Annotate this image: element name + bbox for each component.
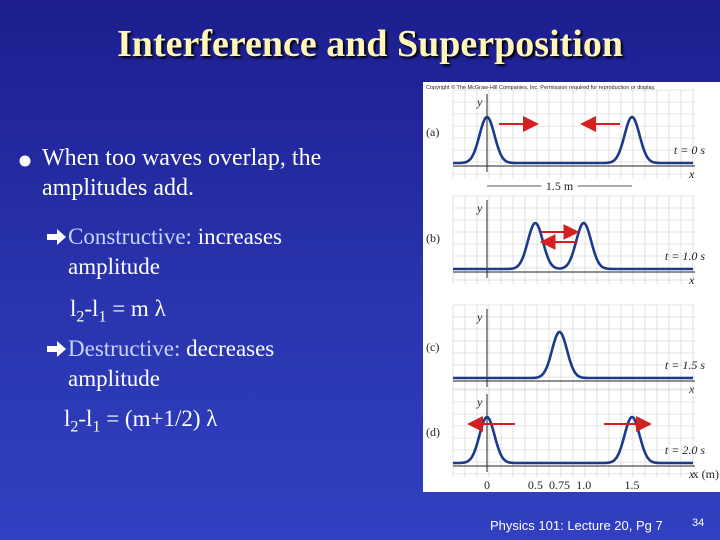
footer: Physics 101: Lecture 20, Pg 7 (490, 518, 663, 533)
arrow-bullet (47, 229, 66, 245)
time-label: t = 2.0 s (665, 443, 705, 457)
x-label: x (688, 382, 695, 396)
y-label: y (476, 95, 483, 109)
tick-label: 0.75 (549, 478, 570, 492)
panel-label: (d) (426, 425, 440, 439)
x-label: x (688, 273, 695, 287)
bullet-text: When too waves overlap, the amplitudes a… (42, 145, 322, 201)
time-label: t = 1.5 s (665, 358, 705, 372)
f: 1 (98, 308, 107, 326)
panel-label: (a) (426, 125, 439, 139)
formula: l2-l1 = (m+1/2) λ (64, 404, 217, 443)
distance: 1.5 m (546, 179, 574, 193)
figure: Copyright © The McGraw-Hill Companies, I… (423, 82, 720, 492)
f: l (64, 406, 71, 431)
panel-label: (b) (426, 231, 440, 245)
f: l (70, 296, 77, 321)
tick-label: 1.0 (576, 478, 591, 492)
pulse (453, 221, 693, 271)
x-label: x (688, 167, 695, 181)
time-label: t = 1.0 s (665, 249, 705, 263)
pulse (453, 415, 693, 465)
tick-label: 0.5 (528, 478, 543, 492)
bullet-dot (19, 155, 31, 167)
y-label: y (476, 395, 483, 409)
sub-text: increases amplitude (68, 224, 282, 279)
f: -l (84, 296, 99, 321)
tick-label: 1.5 (625, 478, 640, 492)
term: Destructive: (68, 336, 181, 361)
pulse (453, 115, 693, 165)
sub-text: decreases amplitude (68, 336, 275, 391)
f: 2 (76, 308, 85, 326)
formula: l2-l1 = m λ (70, 294, 166, 333)
title: Interference and Superposition (117, 23, 623, 65)
y-label: y (476, 310, 483, 324)
x-axis-label: x (m) (693, 467, 719, 481)
sub-item: Destructive: decreases amplitude (68, 334, 358, 394)
x-label: x (688, 467, 695, 481)
dim-bg (541, 179, 578, 193)
f: 1 (92, 418, 101, 436)
time-label: t = 0 s (674, 143, 705, 157)
sub-item: Constructive: increases amplitude (68, 222, 358, 282)
pulse (453, 330, 693, 380)
y-label: y (476, 201, 483, 215)
f: = m λ (112, 296, 166, 321)
f: 2 (70, 418, 79, 436)
page-number: 34 (692, 517, 705, 529)
tick-label: 0 (484, 478, 490, 492)
f: = (m+1/2) λ (106, 406, 218, 431)
f: -l (78, 406, 93, 431)
copyright: Copyright © The McGraw-Hill Companies, I… (426, 84, 656, 91)
arrow-bullet (47, 341, 66, 357)
term: Constructive: (68, 224, 192, 249)
panel-label: (c) (426, 340, 439, 354)
